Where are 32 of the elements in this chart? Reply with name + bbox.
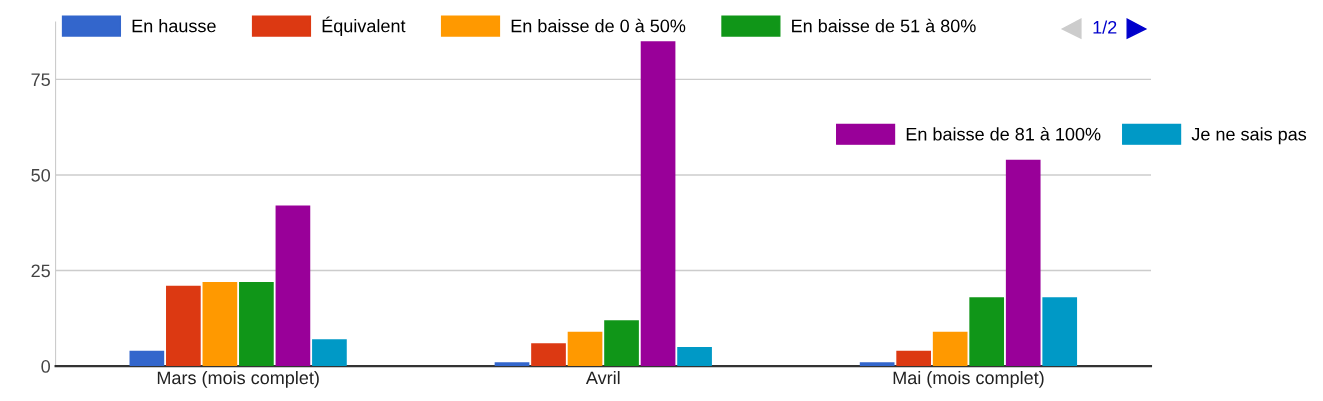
bar (640, 41, 676, 367)
legend-label: Je ne sais pas (1191, 127, 1307, 145)
y-tick-label: 25 (31, 264, 50, 278)
legend-label: En baisse de 0 à 50% (511, 18, 686, 33)
bar (604, 320, 639, 367)
x-tick-label: Mars (mois complet) (157, 370, 319, 388)
bar (202, 282, 238, 367)
bar (129, 350, 165, 367)
bar (567, 331, 603, 367)
bar (166, 285, 201, 367)
bar (312, 339, 347, 367)
bar (896, 350, 932, 367)
legend-label: Équivalent (322, 16, 406, 36)
bar (677, 347, 712, 367)
bar (859, 362, 895, 367)
bar (932, 331, 968, 367)
bar (494, 362, 530, 367)
bar (969, 297, 1005, 367)
legend-label: En baisse de 51 à 80% (792, 18, 976, 33)
y-tick-label: 50 (31, 168, 50, 182)
bar (1005, 159, 1041, 367)
y-tick-label: 75 (31, 73, 50, 87)
annotation: 1/2 (1093, 20, 1117, 34)
x-tick-label: Avril (585, 370, 620, 385)
y-tick-label: 0 (41, 360, 50, 373)
bar (275, 205, 311, 367)
legend-label: En hausse (132, 19, 216, 33)
legend-label: En baisse de 81 à 100% (906, 127, 1101, 141)
bar (1042, 297, 1078, 367)
bar (239, 282, 274, 367)
bar (531, 343, 566, 367)
x-tick-label: Mai (mois complet) (893, 370, 1044, 388)
